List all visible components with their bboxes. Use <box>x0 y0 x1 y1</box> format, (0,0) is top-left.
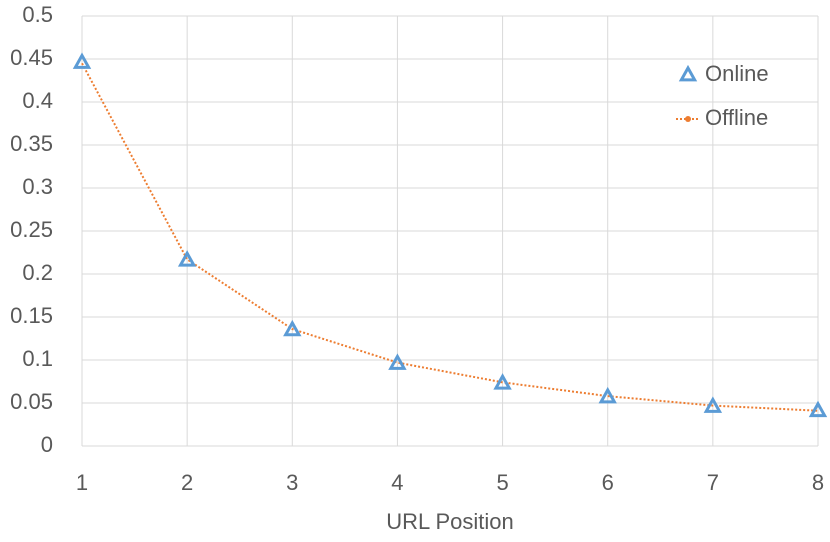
marker <box>598 386 617 404</box>
y-tick-label: 0.05 <box>10 389 53 414</box>
y-tick-label: 0.15 <box>10 303 53 328</box>
y-tick-label: 0.4 <box>22 88 53 113</box>
y-tick-label: 0.35 <box>10 131 53 156</box>
x-axis-title: URL Position <box>386 509 514 534</box>
y-tick-label: 0.5 <box>22 2 53 27</box>
x-tick-label: 1 <box>76 470 88 495</box>
y-tick-label: 0 <box>41 432 53 457</box>
y-tick-label: 0.25 <box>10 217 53 242</box>
marker <box>283 319 302 337</box>
x-tick-label: 8 <box>812 470 824 495</box>
legend-marker <box>678 64 698 82</box>
marker <box>177 250 197 267</box>
legend-label: Offline <box>705 105 768 130</box>
marker <box>703 396 723 413</box>
x-tick-label: 2 <box>181 470 193 495</box>
x-tick-label: 7 <box>707 470 719 495</box>
y-tick-label: 0.2 <box>22 260 53 285</box>
marker <box>72 52 92 69</box>
marker <box>493 373 512 390</box>
x-tick-label: 3 <box>286 470 298 495</box>
y-tick-label: 0.1 <box>22 346 53 371</box>
y-tick-label: 0.45 <box>10 45 53 70</box>
marker <box>388 353 407 370</box>
y-tick-label: 0.3 <box>22 174 53 199</box>
x-tick-label: 5 <box>496 470 508 495</box>
legend-marker <box>685 116 691 122</box>
x-tick-label: 6 <box>602 470 614 495</box>
marker <box>808 400 828 418</box>
series-line <box>81 62 819 412</box>
legend-label: Online <box>705 61 769 86</box>
x-tick-label: 4 <box>391 470 403 495</box>
